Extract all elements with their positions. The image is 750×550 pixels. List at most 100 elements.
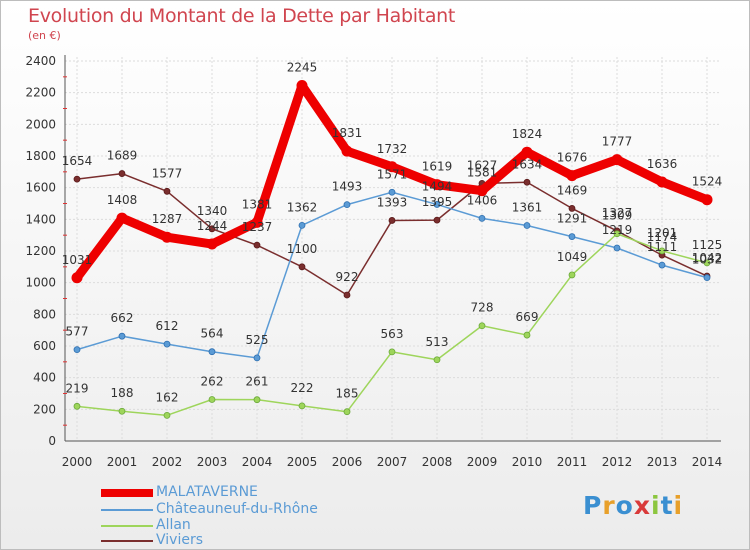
data-label: 219 <box>66 381 89 395</box>
logo-letter: i <box>673 491 684 520</box>
data-point <box>568 271 576 279</box>
y-tick-label: 2000 <box>25 117 56 131</box>
x-tick-label: 2011 <box>557 455 588 469</box>
x-tick-label: 2002 <box>152 455 183 469</box>
data-point <box>208 396 216 403</box>
data-point <box>208 348 216 356</box>
data-label: 1627 <box>467 158 498 172</box>
data-label: 162 <box>156 390 179 404</box>
data-point <box>253 241 261 249</box>
x-tick-label: 2004 <box>242 455 273 469</box>
x-tick-label: 2014 <box>692 455 723 469</box>
data-label: 1634 <box>512 157 543 171</box>
data-label: 1361 <box>512 201 543 215</box>
legend-swatch <box>101 509 153 511</box>
y-tick-label: 600 <box>33 339 56 353</box>
logo-letter: x <box>633 491 651 520</box>
y-tick-label: 2400 <box>25 54 56 68</box>
proxiti-logo: Proxiti <box>583 491 683 520</box>
x-tick-label: 2009 <box>467 455 498 469</box>
data-point <box>613 230 621 238</box>
data-label: 1287 <box>152 212 183 226</box>
data-point <box>478 214 486 222</box>
y-tick-label: 1200 <box>25 244 56 258</box>
data-point <box>658 247 666 255</box>
legend-label: Viviers <box>156 532 203 548</box>
data-label: 1581 <box>467 166 498 180</box>
data-label: 525 <box>246 333 269 347</box>
data-label: 1309 <box>602 209 633 223</box>
data-point <box>523 178 531 186</box>
data-label: 1237 <box>242 220 273 234</box>
data-point <box>701 194 713 206</box>
data-label: 1571 <box>377 167 408 181</box>
data-point <box>116 212 128 224</box>
data-point <box>566 170 578 182</box>
y-tick-label: 1600 <box>25 181 56 195</box>
y-tick-label: 400 <box>33 371 56 385</box>
data-label: 1824 <box>512 127 543 141</box>
data-label: 1406 <box>467 193 498 207</box>
data-label: 1676 <box>557 151 588 165</box>
data-label: 669 <box>516 310 539 324</box>
logo-letter: t <box>660 491 674 520</box>
x-tick-label: 2000 <box>62 455 93 469</box>
data-label: 1291 <box>557 212 588 226</box>
x-tick-label: 2013 <box>647 455 678 469</box>
data-point <box>476 185 488 197</box>
data-point <box>253 354 261 362</box>
data-label: 728 <box>471 301 494 315</box>
data-label: 1469 <box>557 183 588 197</box>
data-label: 1362 <box>287 200 318 214</box>
data-point <box>161 231 173 243</box>
x-tick-label: 2005 <box>287 455 318 469</box>
data-point <box>433 356 441 364</box>
x-tick-label: 2007 <box>377 455 408 469</box>
data-label: 564 <box>201 327 224 341</box>
data-point <box>343 291 351 299</box>
data-label: 222 <box>291 381 314 395</box>
data-point <box>341 145 353 157</box>
data-point <box>478 322 486 330</box>
data-label: 1049 <box>557 250 588 264</box>
x-tick-label: 2001 <box>107 455 138 469</box>
data-label: 1732 <box>377 142 408 156</box>
data-label: 1031 <box>62 253 93 267</box>
data-point <box>118 407 126 415</box>
data-label: 513 <box>426 335 449 349</box>
data-point <box>523 222 531 229</box>
data-label: 1219 <box>602 223 633 237</box>
legend-label: Allan <box>156 517 191 533</box>
data-point <box>568 205 576 212</box>
legend-label: Châteauneuf-du-Rhône <box>156 501 318 517</box>
y-tick-label: 200 <box>33 402 56 416</box>
data-point <box>703 274 711 282</box>
data-point <box>163 187 171 195</box>
data-point <box>568 233 576 240</box>
data-point <box>386 161 398 173</box>
data-point <box>658 261 666 269</box>
data-point <box>298 402 306 410</box>
logo-letter: o <box>615 491 634 520</box>
data-label: 1619 <box>422 160 453 174</box>
data-label: 1577 <box>152 166 183 180</box>
data-label: 1174 <box>647 230 678 244</box>
data-label: 563 <box>381 327 404 341</box>
data-label: 1244 <box>197 219 228 233</box>
data-label: 185 <box>336 387 359 401</box>
data-point <box>298 263 306 271</box>
data-point <box>523 331 531 339</box>
logo-letter: r <box>602 491 616 520</box>
data-point <box>343 201 351 209</box>
data-point <box>703 259 711 267</box>
data-point <box>206 238 218 250</box>
data-label: 1340 <box>197 204 228 218</box>
y-tick-label: 1800 <box>25 149 56 163</box>
data-point <box>433 201 441 208</box>
legend-swatch <box>101 540 153 542</box>
data-point <box>433 216 441 224</box>
data-point <box>71 272 83 284</box>
data-label: 612 <box>156 319 179 333</box>
data-point <box>118 170 126 177</box>
